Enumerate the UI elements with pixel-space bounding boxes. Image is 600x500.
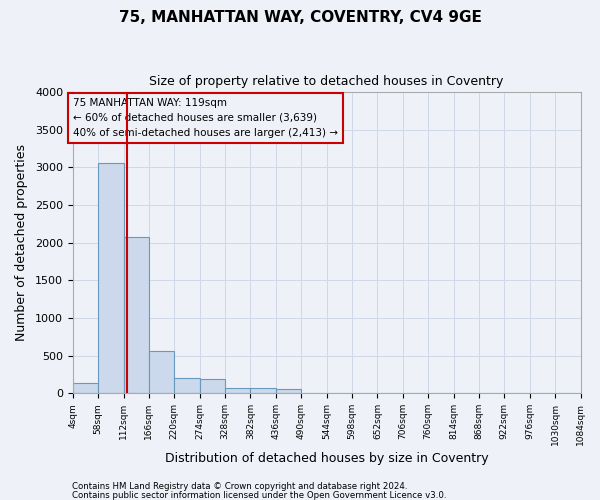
Text: 75, MANHATTAN WAY, COVENTRY, CV4 9GE: 75, MANHATTAN WAY, COVENTRY, CV4 9GE: [119, 10, 481, 25]
Text: 75 MANHATTAN WAY: 119sqm
← 60% of detached houses are smaller (3,639)
40% of sem: 75 MANHATTAN WAY: 119sqm ← 60% of detach…: [73, 98, 338, 138]
Bar: [200, 378, 225, 393]
X-axis label: Distribution of detached houses by size in Coventry: Distribution of detached houses by size …: [165, 452, 488, 465]
Bar: [225, 388, 250, 393]
Bar: [276, 390, 301, 393]
Bar: [175, 378, 200, 393]
Title: Size of property relative to detached houses in Coventry: Size of property relative to detached ho…: [149, 75, 504, 88]
Bar: [98, 164, 124, 393]
Bar: [124, 236, 149, 393]
Text: Contains HM Land Registry data © Crown copyright and database right 2024.: Contains HM Land Registry data © Crown c…: [72, 482, 407, 491]
Y-axis label: Number of detached properties: Number of detached properties: [15, 144, 28, 341]
Bar: [250, 388, 276, 393]
Bar: [73, 384, 98, 393]
Bar: [149, 351, 175, 393]
Text: Contains public sector information licensed under the Open Government Licence v3: Contains public sector information licen…: [72, 490, 446, 500]
